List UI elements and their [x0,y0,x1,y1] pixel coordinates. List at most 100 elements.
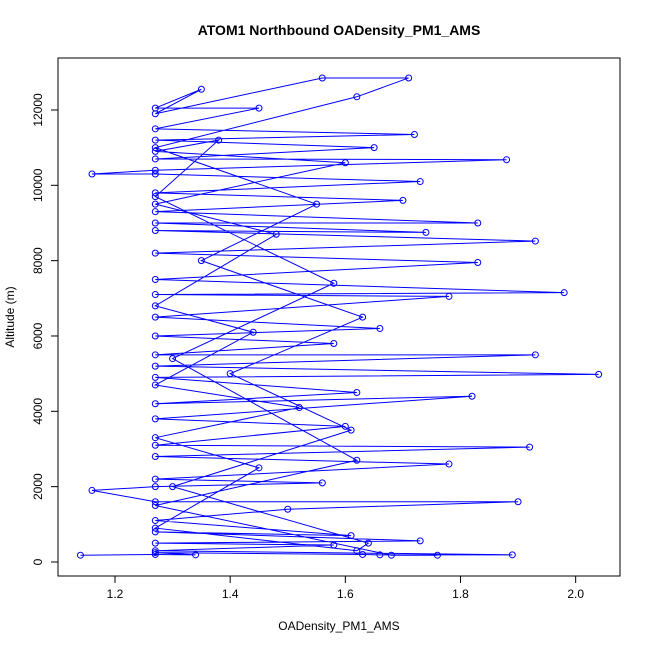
data-point [151,550,159,558]
y-tick-label: 12000 [31,93,45,127]
data-point [151,136,159,144]
data-point [192,551,200,559]
data-point [595,370,603,378]
data-point [151,415,159,423]
data-point [474,259,482,267]
y-tick-label: 2000 [31,473,45,500]
data-point [359,550,367,558]
data-point [151,302,159,310]
data-point [151,381,159,389]
data-point [474,219,482,227]
plot-frame [57,57,621,577]
data-point [151,539,159,547]
y-axis-label: Altitude (m) [3,286,17,347]
data-point [151,524,159,532]
data-point [197,257,205,265]
data-point [151,498,159,506]
data-point [318,479,326,487]
data-point [151,155,159,163]
data-point [151,219,159,227]
data-point [445,460,453,468]
x-tick-label: 1.8 [452,587,469,601]
data-point [416,178,424,186]
y-tick-label: 6000 [31,322,45,349]
chart-title: ATOM1 Northbound OADensity_PM1_AMS [198,22,481,38]
data-point [410,130,418,138]
data-point [405,74,413,82]
data-point [364,539,372,547]
data-point [151,547,159,555]
data-point [531,351,539,359]
data-point [151,400,159,408]
data-point [169,483,177,491]
data-point [330,279,338,287]
data-point [151,517,159,525]
data-point [88,486,96,494]
data-point [313,200,321,208]
data-point [88,170,96,178]
data-point [353,456,361,464]
data-point [249,328,257,336]
data-point [445,292,453,300]
data-point [151,125,159,133]
data-point [151,351,159,359]
data-point [353,388,361,396]
data-point [422,228,430,236]
data-point [353,547,361,555]
data-point [151,110,159,118]
data-point [272,230,280,238]
data-point [151,441,159,449]
data-point [255,464,263,472]
data-point [376,324,384,332]
data-point [503,156,511,164]
data-point [531,237,539,245]
data-point [151,434,159,442]
data-line [80,77,599,556]
data-point [353,93,361,101]
data-point [151,189,159,197]
data-point [151,549,159,557]
data-point [151,144,159,152]
data-point [151,208,159,216]
data-point [151,249,159,257]
data-point [359,313,367,321]
data-point [151,528,159,536]
data-point [151,362,159,370]
data-point [370,144,378,152]
data-point [416,537,424,545]
data-point [151,501,159,509]
data-point [151,147,159,155]
data-point [151,291,159,299]
data-point [318,74,326,82]
data-point [151,227,159,235]
data-point [151,332,159,340]
x-tick-label: 1.6 [337,587,354,601]
x-tick-label: 1.2 [107,587,124,601]
data-point [255,104,263,112]
y-tick-label: 0 [31,558,45,565]
data-point [295,404,303,412]
y-tick-label: 4000 [31,398,45,425]
y-tick-label: 8000 [31,247,45,274]
data-point [347,426,355,434]
data-point [508,551,516,559]
data-point [151,483,159,491]
data-point [284,505,292,513]
data-point [151,275,159,283]
data-point [376,551,384,559]
data-point [347,532,355,540]
data-point [169,355,177,363]
data-point [387,551,395,559]
data-point [226,370,234,378]
data-point [76,551,84,559]
data-point [151,475,159,483]
data-point [151,193,159,201]
data-point [341,159,349,167]
data-point [330,541,338,549]
data-point [399,196,407,204]
data-point [197,85,205,93]
data-point [330,340,338,348]
data-point [151,453,159,461]
data-point [341,422,349,430]
data-point [151,373,159,381]
